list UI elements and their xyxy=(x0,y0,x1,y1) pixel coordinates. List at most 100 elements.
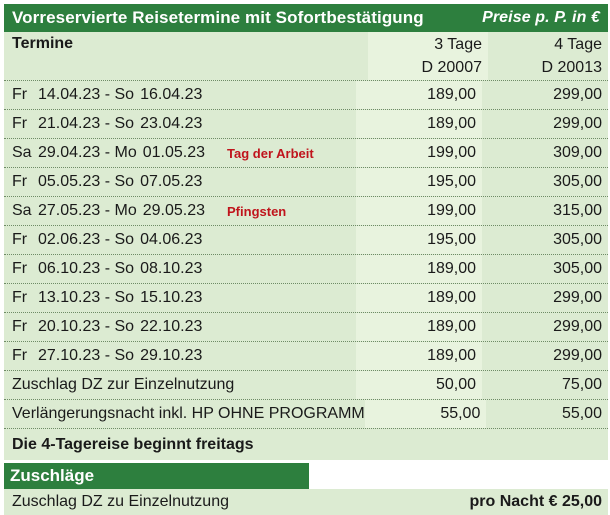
col-header-dates: Termine xyxy=(12,35,74,52)
price-4-days: 315,00 xyxy=(553,202,602,219)
weekday-start: Sa xyxy=(12,144,32,161)
holiday-note: Tag der Arbeit xyxy=(227,145,314,161)
price-4-days: 75,00 xyxy=(561,376,602,393)
date-range: Fr 06.10.23 - So 08.10.23 xyxy=(4,260,356,278)
price-3-days: 189,00 xyxy=(356,342,482,370)
weekday-end: Mo xyxy=(114,144,137,161)
surcharge-row: Zuschlag DZ zu Einzelnutzung pro Nacht €… xyxy=(4,489,608,515)
price-3-days: 55,00 xyxy=(364,400,487,428)
date-range: Fr 05.05.23 - So 07.05.23 xyxy=(4,173,356,191)
price-3-days: 189,00 xyxy=(356,313,482,341)
weekday-end: So xyxy=(114,231,135,248)
price-3-days: 189,00 xyxy=(356,110,482,138)
col-3-label: 3 Tage xyxy=(434,36,482,53)
date-end: 29.05.23 xyxy=(142,202,206,219)
date-separator: - xyxy=(100,318,115,335)
date-end: 15.10.23 xyxy=(140,289,203,306)
date-end: 08.10.23 xyxy=(140,260,203,277)
date-separator: - xyxy=(100,173,115,190)
price-4-days: 299,00 xyxy=(553,347,602,364)
weekday-start: Fr xyxy=(12,231,28,248)
weekday-end: So xyxy=(114,115,135,132)
table-row: Fr 20.10.23 - So 22.10.23 189,00 299,00 xyxy=(4,313,608,342)
weekday-start: Fr xyxy=(12,318,28,335)
price-3-days: 189,00 xyxy=(356,284,482,312)
date-start: 21.04.23 xyxy=(38,115,101,132)
price-4-days: 299,00 xyxy=(553,86,602,103)
date-start: 05.05.23 xyxy=(38,173,101,190)
price-3-days: 50,00 xyxy=(356,371,482,399)
weekday-end: So xyxy=(114,86,135,103)
date-rows: Fr 14.04.23 - So 16.04.23 189,00 299,00 Fr 21.… xyxy=(4,81,608,371)
date-separator: - xyxy=(100,260,115,277)
price-3-days: 189,00 xyxy=(356,255,482,283)
date-separator: - xyxy=(100,86,115,103)
date-end: 29.10.23 xyxy=(140,347,203,364)
date-separator: - xyxy=(100,347,115,364)
table-row: Fr 05.05.23 - So 07.05.23 195,00 305,00 xyxy=(4,168,608,197)
date-start: 27.10.23 xyxy=(38,347,101,364)
table-row: Fr 13.10.23 - So 15.10.23 189,00 299,00 xyxy=(4,284,608,313)
dates-table: Vorreservierte Reisetermine mit Sofortbe… xyxy=(4,4,608,460)
date-end: 04.06.23 xyxy=(140,231,203,248)
extra-label: Verlängerungsnacht inkl. HP OHNE PROGRAM… xyxy=(12,405,365,422)
extra-label: Zuschlag DZ zur Einzelnutzung xyxy=(12,376,235,393)
table-title: Vorreservierte Reisetermine mit Sofortbe… xyxy=(12,8,424,27)
date-separator: - xyxy=(100,115,115,132)
surcharge-price: pro Nacht € 25,00 xyxy=(469,493,603,510)
date-separator: - xyxy=(100,144,115,161)
col-header-3-days: 3 Tage D 20007 xyxy=(368,32,488,80)
surcharges-section: Zuschläge Zuschlag DZ zu Einzelnutzung p… xyxy=(4,463,608,515)
date-range: Fr 21.04.23 - So 23.04.23 xyxy=(4,115,356,133)
table-body: Termine 3 Tage D 20007 4 Tage D 20013 Fr… xyxy=(4,32,608,460)
holiday-note: Pfingsten xyxy=(227,203,287,219)
date-start: 13.10.23 xyxy=(38,289,101,306)
date-end: 16.04.23 xyxy=(140,86,203,103)
date-start: 20.10.23 xyxy=(38,318,101,335)
weekday-end: So xyxy=(114,318,135,335)
col-3-code: D 20007 xyxy=(421,59,483,76)
table-row: Sa 29.04.23 - Mo 01.05.23 Tag der Arbeit 199… xyxy=(4,139,608,168)
weekday-end: So xyxy=(114,347,135,364)
footnote: Die 4-Tagereise beginnt freitags xyxy=(12,435,254,453)
weekday-end: Mo xyxy=(114,202,137,219)
price-4-days: 305,00 xyxy=(553,260,602,277)
date-end: 22.10.23 xyxy=(140,318,203,335)
price-4-days: 309,00 xyxy=(553,144,602,161)
weekday-start: Fr xyxy=(12,289,28,306)
weekday-start: Fr xyxy=(12,260,28,277)
price-3-days: 195,00 xyxy=(356,226,482,254)
date-end: 23.04.23 xyxy=(140,115,203,132)
col-4-code: D 20013 xyxy=(541,59,603,76)
weekday-start: Fr xyxy=(12,115,28,132)
price-4-days: 299,00 xyxy=(553,318,602,335)
weekday-end: So xyxy=(114,173,135,190)
date-start: 14.04.23 xyxy=(38,86,101,103)
column-headers: Termine 3 Tage D 20007 4 Tage D 20013 xyxy=(4,32,608,81)
weekday-start: Fr xyxy=(12,86,28,103)
col-4-label: 4 Tage xyxy=(554,36,602,53)
weekday-start: Fr xyxy=(12,173,28,190)
surcharge-label: Zuschlag DZ zu Einzelnutzung xyxy=(12,493,229,510)
weekday-end: So xyxy=(114,260,135,277)
extra-row: Zuschlag DZ zur Einzelnutzung 50,00 75,00 xyxy=(4,371,608,400)
date-range: Fr 14.04.23 - So 16.04.23 xyxy=(4,86,356,104)
price-4-days: 299,00 xyxy=(553,289,602,306)
weekday-end: So xyxy=(114,289,135,306)
date-range: Fr 13.10.23 - So 15.10.23 xyxy=(4,289,356,307)
date-range: Sa 27.05.23 - Mo 29.05.23 Pfingsten xyxy=(4,202,356,220)
table-row: Fr 21.04.23 - So 23.04.23 189,00 299,00 xyxy=(4,110,608,139)
weekday-start: Sa xyxy=(12,202,32,219)
price-3-days: 195,00 xyxy=(356,168,482,196)
date-start: 29.04.23 xyxy=(38,144,101,161)
price-3-days: 199,00 xyxy=(356,139,482,167)
price-3-days: 189,00 xyxy=(356,81,482,109)
date-separator: - xyxy=(100,289,115,306)
table-row: Fr 14.04.23 - So 16.04.23 189,00 299,00 xyxy=(4,81,608,110)
date-separator: - xyxy=(100,231,115,248)
col-header-4-days: 4 Tage D 20013 xyxy=(488,32,608,80)
date-end: 07.05.23 xyxy=(140,173,203,190)
date-end: 01.05.23 xyxy=(142,144,206,161)
extra-rows: Zuschlag DZ zur Einzelnutzung 50,00 75,00 V… xyxy=(4,371,608,429)
date-start: 27.05.23 xyxy=(38,202,101,219)
